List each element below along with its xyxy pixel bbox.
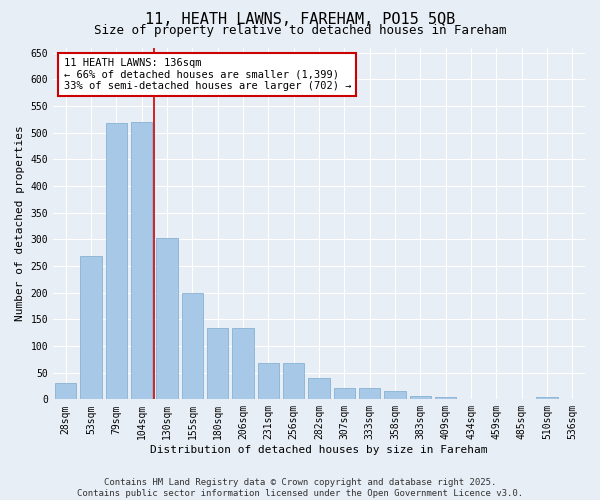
Bar: [80, 256, 102, 400]
Bar: [257, 363, 279, 400]
Bar: [359, 388, 380, 400]
Text: Contains HM Land Registry data © Crown copyright and database right 2025.
Contai: Contains HM Land Registry data © Crown c…: [77, 478, 523, 498]
Bar: [308, 378, 330, 400]
Text: Size of property relative to detached houses in Fareham: Size of property relative to detached ho…: [94, 24, 506, 37]
Text: 11, HEATH LAWNS, FAREHAM, PO15 5QB: 11, HEATH LAWNS, FAREHAM, PO15 5QB: [145, 12, 455, 28]
Bar: [485, 399, 507, 400]
Bar: [410, 396, 431, 400]
Y-axis label: Number of detached properties: Number of detached properties: [15, 126, 25, 322]
Bar: [106, 122, 127, 400]
Bar: [131, 122, 152, 400]
Bar: [182, 292, 203, 400]
Bar: [207, 328, 229, 400]
Bar: [435, 396, 457, 400]
Bar: [55, 384, 76, 400]
Bar: [334, 388, 355, 400]
Bar: [511, 399, 532, 400]
Bar: [156, 238, 178, 400]
Bar: [283, 363, 304, 400]
X-axis label: Distribution of detached houses by size in Fareham: Distribution of detached houses by size …: [150, 445, 488, 455]
Bar: [562, 399, 583, 400]
Bar: [232, 328, 254, 400]
Text: 11 HEATH LAWNS: 136sqm
← 66% of detached houses are smaller (1,399)
33% of semi-: 11 HEATH LAWNS: 136sqm ← 66% of detached…: [64, 58, 351, 92]
Bar: [536, 397, 558, 400]
Bar: [460, 399, 482, 400]
Bar: [384, 392, 406, 400]
